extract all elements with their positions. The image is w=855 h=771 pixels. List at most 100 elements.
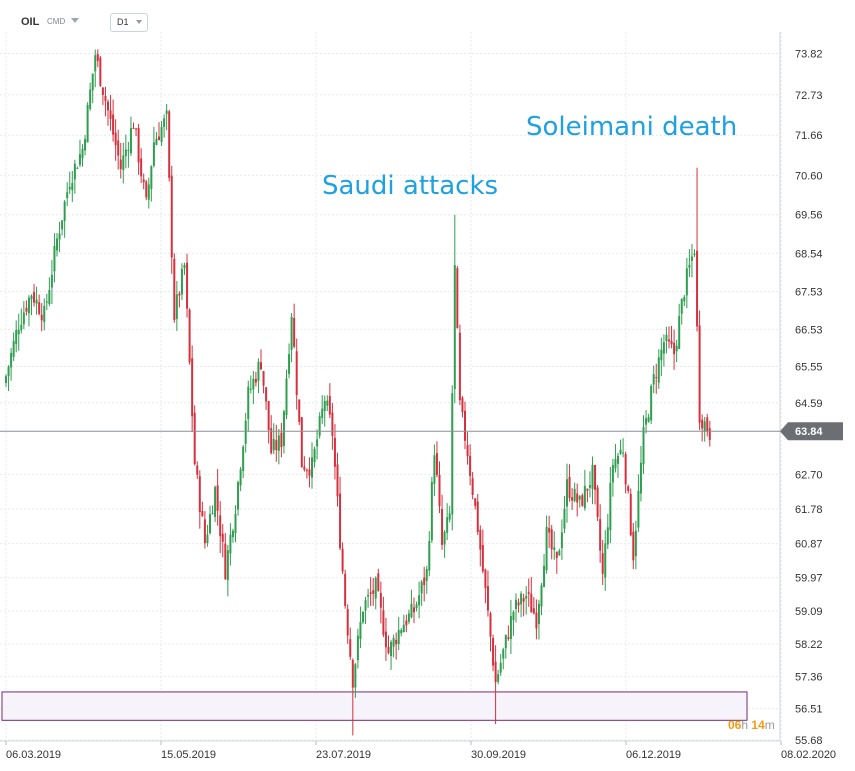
candle [497, 669, 500, 685]
candle [344, 569, 347, 609]
candle-body [339, 493, 342, 549]
candle-body [410, 603, 413, 618]
candle [160, 121, 163, 147]
candle-body [160, 126, 163, 143]
candle-body [76, 167, 79, 169]
candle [206, 524, 209, 547]
candle-body [316, 439, 319, 447]
candle [377, 568, 380, 592]
candle-body [150, 166, 153, 189]
candle [168, 109, 171, 182]
candle [696, 167, 699, 332]
candle [448, 505, 451, 523]
candle-body [420, 581, 423, 594]
candle-body [423, 577, 426, 585]
candle-body [186, 262, 189, 309]
candle [407, 609, 410, 625]
candle-body [645, 418, 648, 425]
candle [395, 632, 398, 660]
price-tick-label: 59.97 [795, 573, 823, 585]
candle [219, 501, 222, 554]
candle [435, 441, 438, 478]
candle-body [94, 55, 97, 72]
candle-body [652, 374, 655, 385]
candle [627, 484, 630, 494]
candle [43, 298, 46, 331]
candle [209, 505, 211, 535]
candle-body [384, 631, 387, 648]
candle-body [351, 659, 354, 688]
candle [300, 416, 303, 468]
candle [45, 293, 48, 311]
candle [27, 295, 30, 327]
candle-body [535, 612, 538, 629]
candle-body [362, 612, 364, 623]
candle [433, 444, 436, 496]
candle [494, 645, 497, 725]
candle-body [178, 293, 181, 296]
candle [609, 466, 612, 544]
candle [474, 497, 477, 510]
candle-body [596, 487, 599, 517]
candle-body [354, 664, 357, 688]
timeframe-select[interactable]: D1 [110, 13, 148, 32]
candle [5, 374, 7, 388]
candle [555, 551, 558, 574]
candle-body [38, 302, 41, 314]
price-tick-label: 57.36 [795, 671, 823, 683]
candle-body [86, 104, 89, 143]
candle [471, 472, 474, 500]
candles [5, 49, 711, 736]
candle-body [390, 642, 393, 657]
candle-body [435, 453, 438, 475]
time-tick-label: 08.02.2020 [781, 749, 836, 761]
candle [331, 403, 334, 450]
candle [237, 480, 240, 516]
candle-body [446, 517, 449, 533]
candle [469, 444, 472, 486]
candle [333, 424, 336, 480]
candle-body [655, 377, 658, 379]
symbol-label[interactable]: OIL [21, 16, 40, 28]
candle [586, 488, 589, 503]
candle [356, 628, 359, 669]
candle-body [117, 140, 120, 156]
candle [247, 380, 250, 432]
candle [479, 525, 482, 567]
candle [693, 249, 696, 258]
candle-body [433, 455, 436, 484]
candle-body [553, 547, 556, 550]
timer-hours-unit: h [741, 718, 749, 732]
candle [12, 332, 15, 361]
candle [532, 597, 535, 615]
candle [698, 310, 701, 431]
candle [260, 349, 262, 371]
candle-body [364, 600, 367, 611]
symbol-dropdown-icon[interactable] [71, 18, 79, 23]
candle [517, 598, 520, 613]
price-axis-labels: 73.82 72.73 71.66 70.60 69.56 68.54 67.53 66.53… [795, 49, 823, 748]
candle-body [293, 317, 296, 347]
candle-body [359, 622, 362, 640]
candle-body [188, 309, 191, 363]
candle [550, 524, 553, 560]
candle-body [206, 534, 209, 544]
candle-body [183, 265, 186, 269]
candle [520, 591, 523, 618]
candle [581, 493, 584, 507]
candle-body [109, 110, 112, 120]
candle-body [402, 624, 405, 633]
candle-body [443, 531, 446, 545]
candle-body [313, 448, 316, 463]
candle [629, 488, 632, 537]
candle [453, 214, 456, 404]
candle [152, 126, 155, 168]
candle-body [407, 613, 410, 622]
candle [129, 116, 132, 157]
candle [76, 166, 79, 169]
candle [456, 266, 459, 329]
candle-body [112, 114, 115, 135]
candle-body [290, 317, 293, 350]
candle-body [35, 299, 38, 304]
